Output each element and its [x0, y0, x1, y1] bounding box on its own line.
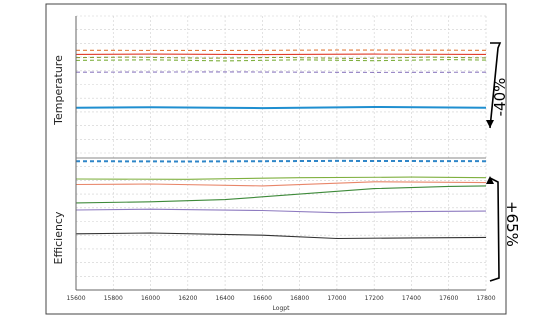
x-tick-label: 17400	[402, 295, 421, 302]
x-tick-label: 17200	[365, 295, 384, 302]
x-tick-label: 16400	[216, 295, 235, 302]
x-tick-label: 16200	[178, 295, 197, 302]
temperature-change-label: -40%	[491, 78, 509, 117]
x-tick-label: 15600	[66, 295, 85, 302]
temperature-series-line-6	[75, 159, 487, 163]
x-tick-label: 17800	[476, 295, 495, 302]
efficiency-change-label: +65%	[503, 201, 521, 247]
efficiency-change-annotation: +65%	[486, 176, 521, 282]
x-axis-title: Logpt	[273, 305, 291, 312]
temperature-series-line-2	[75, 49, 487, 52]
chart-grid	[75, 15, 487, 291]
x-tick-label: 16800	[290, 295, 309, 302]
temperature-arrowhead	[486, 120, 494, 128]
temperature-series-line-3	[75, 56, 487, 60]
temperature-series-line-1	[75, 53, 487, 56]
efficiency-series-line-6	[75, 232, 487, 240]
temperature-panel-label: Temperature	[52, 55, 65, 126]
efficiency-panel-label: Efficiency	[52, 211, 65, 264]
temperature-change-annotation: -40%	[486, 42, 509, 129]
x-tick-label: 17600	[439, 295, 458, 302]
efficiency-series-line-2	[75, 176, 487, 180]
x-tick-label: 17000	[327, 295, 346, 302]
x-tick-label: 16600	[253, 295, 272, 302]
temperature-series-line-4	[75, 59, 487, 62]
x-tick-label: 15800	[104, 295, 123, 302]
efficiency-arrow-line	[489, 177, 500, 282]
temperature-arrow-line	[489, 42, 502, 129]
x-tick-labels: 15600 15800 16000 16200 16400 16600 16800 17000…	[66, 295, 495, 302]
efficiency-series-line-1	[75, 105, 487, 110]
efficiency-series-line-3	[75, 181, 487, 187]
temperature-series-line-5	[75, 71, 487, 73]
x-tick-label: 16000	[141, 295, 160, 302]
efficiency-arrowhead	[486, 176, 494, 184]
chart-series-layer	[75, 49, 487, 240]
efficiency-series-line-5	[75, 208, 487, 214]
efficiency-series-line-4	[75, 185, 487, 204]
chart-frame	[45, 3, 507, 315]
